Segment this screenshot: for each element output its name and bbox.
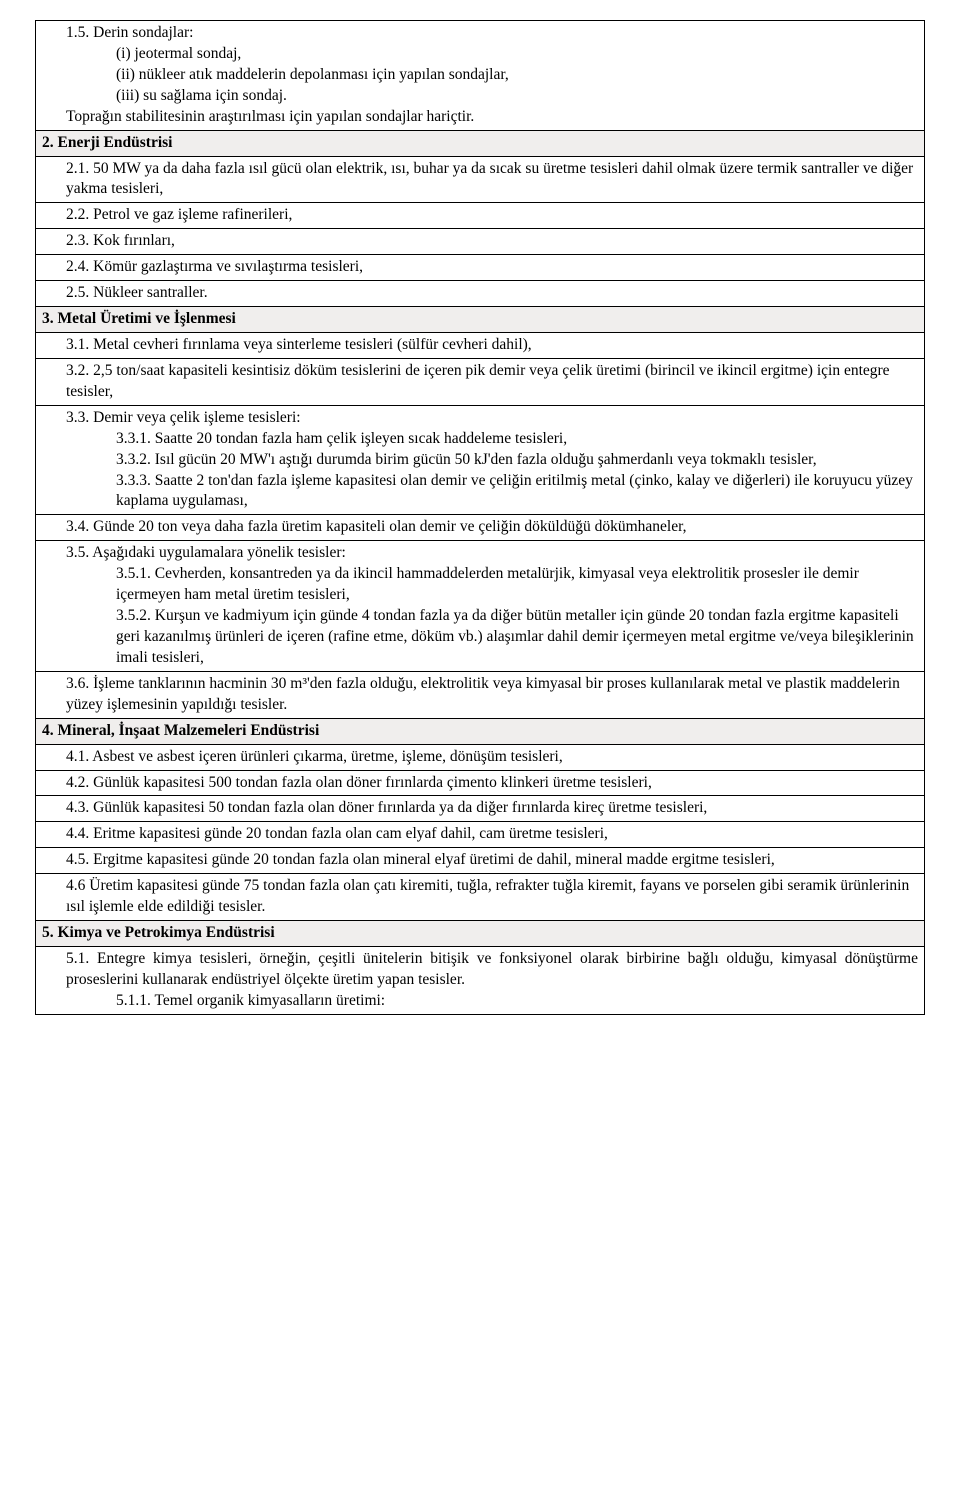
table-cell: 3.4. Günde 20 ton veya daha fazla üretim… (36, 515, 925, 541)
row-line: (ii) nükleer atık maddelerin depolanması… (42, 65, 918, 86)
table-row: 4.6 Üretim kapasitesi günde 75 tondan fa… (36, 874, 925, 921)
table-cell: 3.2. 2,5 ton/saat kapasiteli kesintisiz … (36, 358, 925, 405)
table-row: 4.4. Eritme kapasitesi günde 20 tondan f… (36, 822, 925, 848)
row-text: 2.5. Nükleer santraller. (42, 283, 918, 304)
section-header-text: 2. Enerji Endüstrisi (42, 134, 172, 151)
row-text: 4.5. Ergitme kapasitesi günde 20 tondan … (42, 850, 918, 871)
row-text: 3.1. Metal cevheri fırınlama veya sinter… (42, 335, 918, 356)
table-cell: 3.6. İşleme tanklarının hacminin 30 m³'d… (36, 671, 925, 718)
table-row: 3. Metal Üretimi ve İşlenmesi (36, 307, 925, 333)
table-cell: 5.1. Entegre kimya tesisleri, örneğin, ç… (36, 946, 925, 1014)
row-line: (i) jeotermal sondaj, (42, 44, 918, 65)
section-header-text: 5. Kimya ve Petrokimya Endüstrisi (42, 924, 275, 941)
table-cell: 2.5. Nükleer santraller. (36, 281, 925, 307)
table-row: 2.5. Nükleer santraller. (36, 281, 925, 307)
table-cell: 3. Metal Üretimi ve İşlenmesi (36, 307, 925, 333)
table-cell: 1.5. Derin sondajlar:(i) jeotermal sonda… (36, 21, 925, 131)
row-text: 3.2. 2,5 ton/saat kapasiteli kesintisiz … (42, 361, 918, 403)
row-text: 3.6. İşleme tanklarının hacminin 30 m³'d… (42, 674, 918, 716)
row-line: Toprağın stabilitesinin araştırılması iç… (42, 107, 918, 128)
row-line: 3.3. Demir veya çelik işleme tesisleri: (42, 408, 918, 429)
table-cell: 3.5. Aşağıdaki uygulamalara yönelik tesi… (36, 541, 925, 672)
row-text: 2.4. Kömür gazlaştırma ve sıvılaştırma t… (42, 257, 918, 278)
section-header-text: 3. Metal Üretimi ve İşlenmesi (42, 310, 236, 327)
table-cell: 2.4. Kömür gazlaştırma ve sıvılaştırma t… (36, 255, 925, 281)
table-cell: 2. Enerji Endüstrisi (36, 130, 925, 156)
table-cell: 4.2. Günlük kapasitesi 500 tondan fazla … (36, 770, 925, 796)
table-row: 3.6. İşleme tanklarının hacminin 30 m³'d… (36, 671, 925, 718)
table-cell: 2.2. Petrol ve gaz işleme rafinerileri, (36, 203, 925, 229)
document-body: 1.5. Derin sondajlar:(i) jeotermal sonda… (36, 21, 925, 1015)
table-cell: 3.1. Metal cevheri fırınlama veya sinter… (36, 332, 925, 358)
table-row: 5.1. Entegre kimya tesisleri, örneğin, ç… (36, 946, 925, 1014)
row-line: 3.3.3. Saatte 2 ton'dan fazla işleme kap… (42, 471, 918, 513)
row-line: 3.5.1. Cevherden, konsantreden ya da iki… (42, 564, 918, 606)
table-row: 4.2. Günlük kapasitesi 500 tondan fazla … (36, 770, 925, 796)
table-row: 2.1. 50 MW ya da daha fazla ısıl gücü ol… (36, 156, 925, 203)
table-row: 4.3. Günlük kapasitesi 50 tondan fazla o… (36, 796, 925, 822)
table-row: 2.2. Petrol ve gaz işleme rafinerileri, (36, 203, 925, 229)
table-row: 4. Mineral, İnşaat Malzemeleri Endüstris… (36, 718, 925, 744)
row-text: 2.3. Kok fırınları, (42, 231, 918, 252)
row-line: 3.5.2. Kurşun ve kadmiyum için günde 4 t… (42, 606, 918, 669)
table-cell: 2.3. Kok fırınları, (36, 229, 925, 255)
section-header-text: 4. Mineral, İnşaat Malzemeleri Endüstris… (42, 722, 319, 739)
table-cell: 2.1. 50 MW ya da daha fazla ısıl gücü ol… (36, 156, 925, 203)
row-text: 3.4. Günde 20 ton veya daha fazla üretim… (42, 517, 918, 538)
table-cell: 4.3. Günlük kapasitesi 50 tondan fazla o… (36, 796, 925, 822)
table-row: 3.2. 2,5 ton/saat kapasiteli kesintisiz … (36, 358, 925, 405)
table-row: 3.1. Metal cevheri fırınlama veya sinter… (36, 332, 925, 358)
row-line: 5.1.1. Temel organik kimyasalların üreti… (42, 991, 918, 1012)
table-row: 3.4. Günde 20 ton veya daha fazla üretim… (36, 515, 925, 541)
table-cell: 4. Mineral, İnşaat Malzemeleri Endüstris… (36, 718, 925, 744)
row-line: 1.5. Derin sondajlar: (42, 23, 918, 44)
table-row: 4.5. Ergitme kapasitesi günde 20 tondan … (36, 848, 925, 874)
table-cell: 4.6 Üretim kapasitesi günde 75 tondan fa… (36, 874, 925, 921)
table-cell: 3.3. Demir veya çelik işleme tesisleri:3… (36, 405, 925, 515)
table-cell: 4.4. Eritme kapasitesi günde 20 tondan f… (36, 822, 925, 848)
row-line: (iii) su sağlama için sondaj. (42, 86, 918, 107)
row-line: 3.3.1. Saatte 20 tondan fazla ham çelik … (42, 429, 918, 450)
table-cell: 4.1. Asbest ve asbest içeren ürünleri çı… (36, 744, 925, 770)
row-line: 3.5. Aşağıdaki uygulamalara yönelik tesi… (42, 543, 918, 564)
row-text: 4.1. Asbest ve asbest içeren ürünleri çı… (42, 747, 918, 768)
row-line: 3.3.2. Isıl gücün 20 MW'ı aştığı durumda… (42, 450, 918, 471)
row-text: 4.3. Günlük kapasitesi 50 tondan fazla o… (42, 798, 918, 819)
table-row: 2.3. Kok fırınları, (36, 229, 925, 255)
table-cell: 5. Kimya ve Petrokimya Endüstrisi (36, 921, 925, 947)
table-row: 1.5. Derin sondajlar:(i) jeotermal sonda… (36, 21, 925, 131)
table-row: 2.4. Kömür gazlaştırma ve sıvılaştırma t… (36, 255, 925, 281)
table-row: 4.1. Asbest ve asbest içeren ürünleri çı… (36, 744, 925, 770)
table-row: 3.3. Demir veya çelik işleme tesisleri:3… (36, 405, 925, 515)
table-row: 5. Kimya ve Petrokimya Endüstrisi (36, 921, 925, 947)
table-row: 2. Enerji Endüstrisi (36, 130, 925, 156)
row-line: 5.1. Entegre kimya tesisleri, örneğin, ç… (42, 949, 918, 991)
row-text: 4.2. Günlük kapasitesi 500 tondan fazla … (42, 773, 918, 794)
row-text: 4.4. Eritme kapasitesi günde 20 tondan f… (42, 824, 918, 845)
table-cell: 4.5. Ergitme kapasitesi günde 20 tondan … (36, 848, 925, 874)
row-text: 4.6 Üretim kapasitesi günde 75 tondan fa… (42, 876, 918, 918)
row-text: 2.1. 50 MW ya da daha fazla ısıl gücü ol… (42, 159, 918, 201)
document-table: 1.5. Derin sondajlar:(i) jeotermal sonda… (35, 20, 925, 1015)
row-text: 2.2. Petrol ve gaz işleme rafinerileri, (42, 205, 918, 226)
table-row: 3.5. Aşağıdaki uygulamalara yönelik tesi… (36, 541, 925, 672)
